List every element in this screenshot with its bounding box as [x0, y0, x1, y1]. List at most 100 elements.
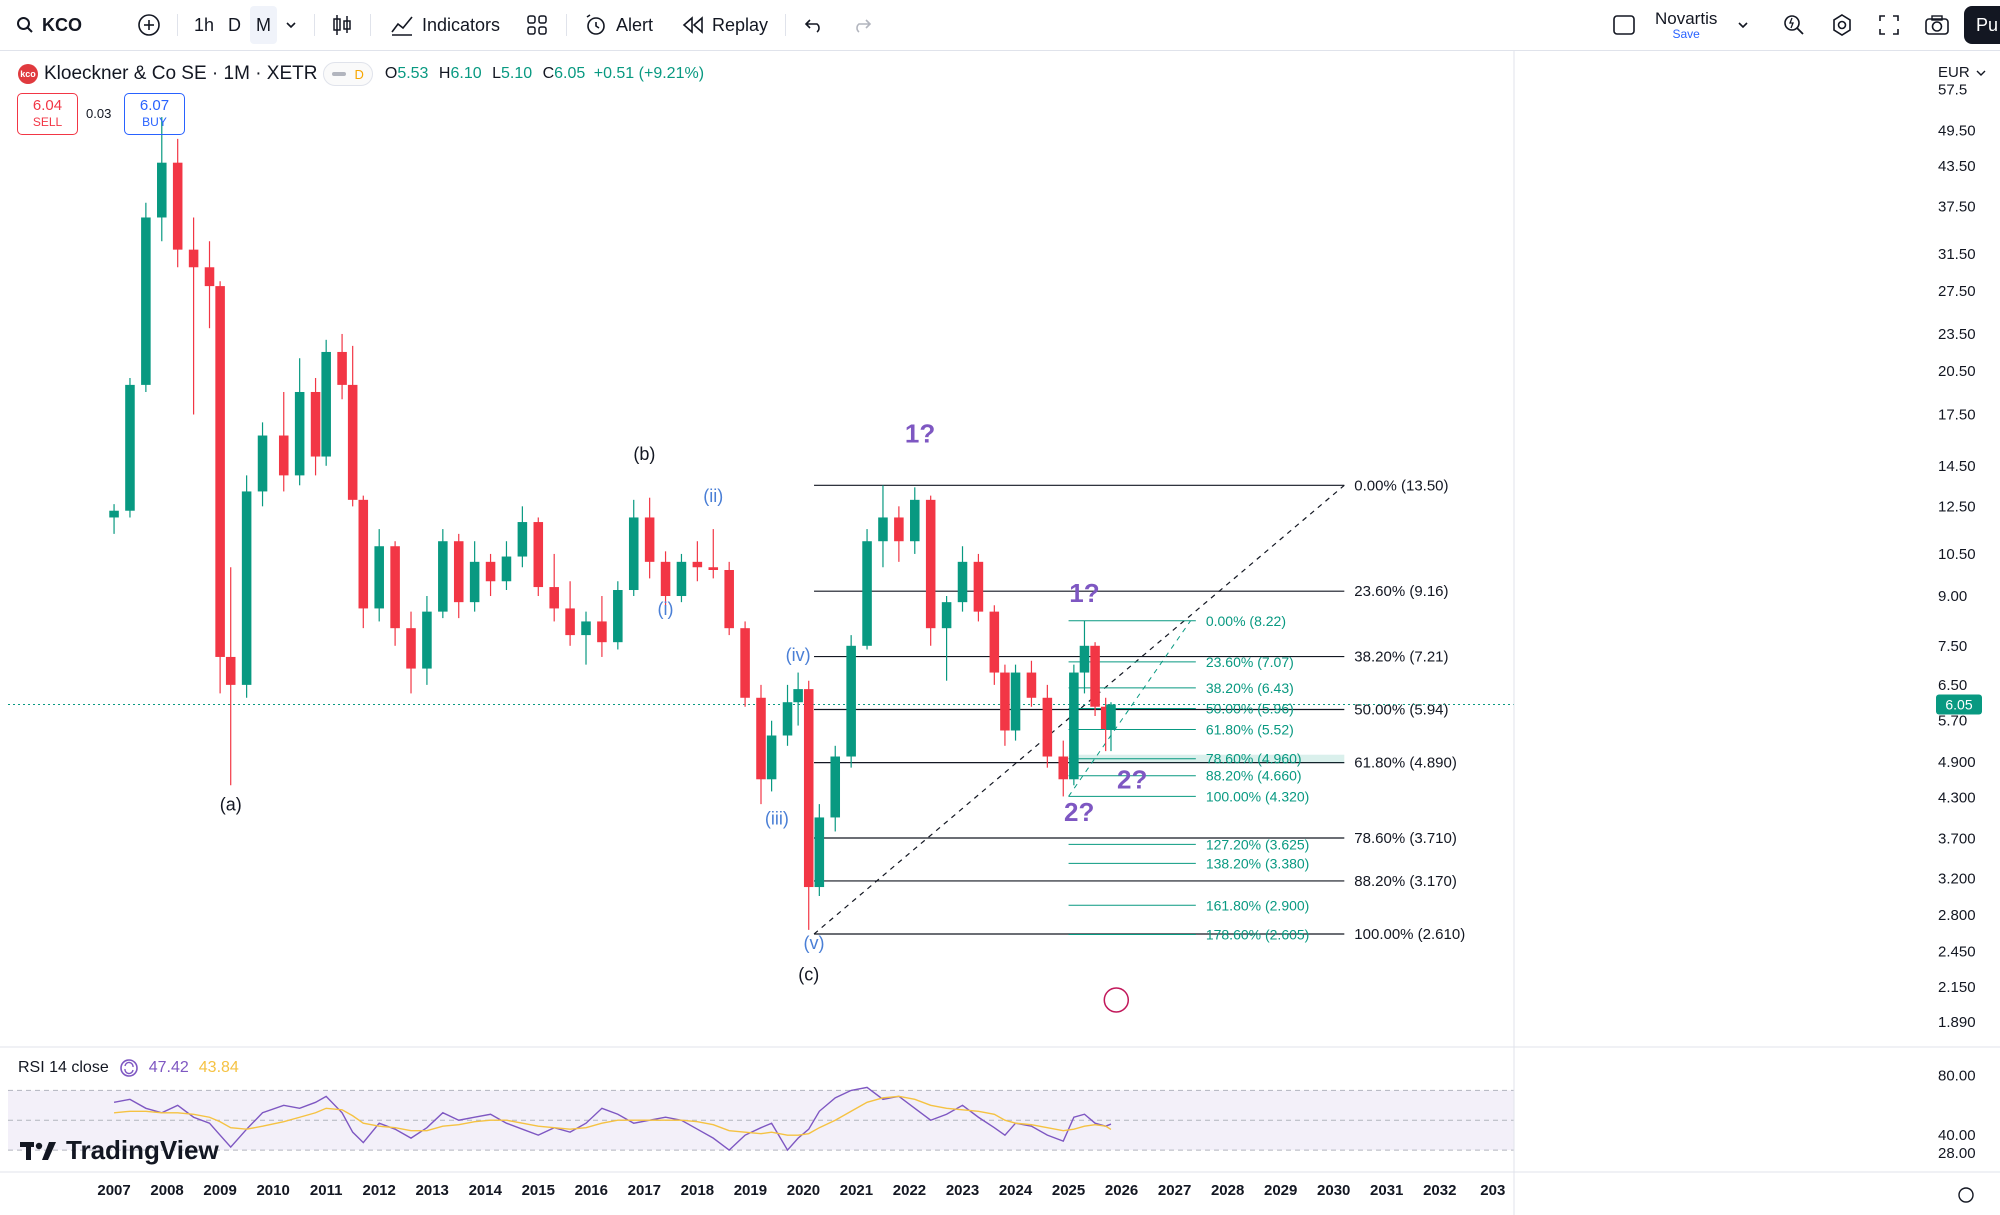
candle-body	[644, 517, 655, 562]
time-tick-label: 2021	[840, 1182, 873, 1199]
sell-button[interactable]: 6.04 SELL	[17, 93, 78, 135]
interval-m[interactable]: M	[250, 6, 277, 44]
snapshot-button[interactable]	[1924, 0, 1950, 50]
divider	[370, 14, 371, 36]
fib-right-label: 0.00% (8.22)	[1206, 613, 1286, 629]
rsi-label[interactable]: RSI 14 close	[18, 1059, 109, 1076]
sell-price: 6.04	[32, 97, 63, 114]
price-tick-label: 2.150	[1938, 979, 1976, 996]
tradingview-logo[interactable]: TradingView	[20, 1135, 219, 1166]
divider	[785, 14, 786, 36]
candle-body	[830, 756, 841, 818]
candlestick-series	[8, 117, 1514, 930]
chart-type-button[interactable]	[331, 0, 353, 50]
wave-labels: (a) (b) (c) (i) (ii) (iii) (iv) (v) 1? 1? 2? 2?	[220, 418, 1147, 1013]
candle-body	[846, 645, 856, 757]
redo-button[interactable]	[852, 0, 872, 50]
candle-body	[793, 689, 803, 703]
symbol-title[interactable]: Kloeckner & Co SE · 1M · XETR	[44, 63, 318, 84]
fib-right-label: 50.00% (5.96)	[1206, 701, 1294, 717]
currency-label: EUR	[1938, 64, 1970, 81]
buy-button[interactable]: 6.07 BUY	[124, 93, 185, 135]
candle-body	[294, 391, 305, 476]
divider	[566, 14, 567, 36]
fullscreen-icon	[1879, 15, 1899, 35]
settings-gear-icon	[1958, 1187, 1974, 1203]
fib-right-label: 78.60% (4.960)	[1206, 751, 1302, 767]
refresh-icon[interactable]	[119, 1058, 139, 1078]
time-tick-label: 2008	[150, 1182, 183, 1199]
price-tick-label: 7.50	[1938, 638, 1967, 655]
fib-left-label: 88.20% (3.170)	[1354, 873, 1457, 890]
open-label: O	[384, 65, 398, 82]
candle-body	[973, 561, 984, 612]
axes: 57.5 49.50 43.50 37.50 31.50 27.50 23.50 20.50 1…	[0, 50, 2000, 1215]
last-price-badge	[1936, 694, 1982, 715]
tv-mark-icon	[20, 1141, 56, 1160]
price-tick-label: 9.00	[1938, 588, 1967, 605]
interval-label: M	[256, 14, 271, 35]
chart-area[interactable]: 0.00% (13.50)23.60% (9.16)38.20% (7.21)5…	[0, 50, 2000, 1215]
fib-left-label: 0.00% (13.50)	[1354, 477, 1448, 494]
layout-save-label: Save	[1672, 27, 1700, 41]
indicators-button[interactable]: Indicators	[390, 0, 500, 50]
time-tick-label: 2025	[1052, 1182, 1085, 1199]
chevron-down-icon	[1976, 70, 1986, 76]
candle-body	[862, 541, 872, 646]
candle-body	[803, 689, 814, 888]
candle-body	[310, 391, 321, 457]
layout-dropdown[interactable]	[1737, 0, 1749, 50]
undo-button[interactable]	[804, 0, 824, 50]
candle-body	[878, 517, 888, 542]
currency-selector[interactable]: EUR	[1938, 64, 1986, 81]
candle-body	[241, 491, 252, 685]
candle-body	[756, 697, 766, 780]
fib-right-label: 23.60% (7.07)	[1206, 654, 1294, 670]
candle-body	[406, 628, 416, 669]
replay-button[interactable]: Replay	[682, 0, 768, 50]
wave-label: 2?	[1064, 797, 1094, 827]
candle-body	[109, 510, 119, 518]
fib-right-label: 88.20% (4.660)	[1206, 768, 1302, 784]
candle-body	[740, 628, 750, 698]
candle-body	[1090, 645, 1100, 707]
time-tick-label: 2026	[1105, 1182, 1138, 1199]
alert-button[interactable]: Alert	[584, 0, 653, 50]
candle-body	[766, 735, 777, 780]
fullscreen-button[interactable]	[1878, 0, 1900, 50]
time-tick-label: 2017	[628, 1182, 661, 1199]
candle-body	[1079, 645, 1090, 673]
interval-dropdown[interactable]	[285, 0, 297, 50]
candle-body	[125, 384, 135, 511]
candle-body	[453, 541, 464, 603]
candle-body	[692, 561, 703, 568]
symbol-search[interactable]: KCO	[16, 0, 82, 50]
fib-right-label: 100.00% (4.320)	[1206, 788, 1310, 804]
candle-body	[374, 546, 384, 609]
publish-button[interactable]: Pu	[1964, 6, 2000, 44]
layout-checkbox[interactable]	[1612, 0, 1636, 50]
candle-body	[1000, 672, 1010, 731]
fib-right-label: 161.80% (2.900)	[1206, 897, 1310, 913]
interval-label: D	[228, 14, 241, 35]
interval-d[interactable]: D	[228, 0, 241, 50]
price-tick-label: 57.5	[1938, 82, 1967, 99]
fib-left-label: 78.60% (3.710)	[1354, 830, 1457, 847]
price-tick-label: 5.70	[1938, 713, 1967, 730]
layout-save-button[interactable]: Novartis Save	[1655, 0, 1717, 50]
ohlc-values: O5.53 H6.10 L5.10 C6.05 +0.51 (+9.21%)	[379, 65, 704, 83]
settings-button[interactable]	[1830, 0, 1854, 50]
quick-search-button[interactable]	[1782, 0, 1806, 50]
time-tick-label: 2022	[893, 1182, 926, 1199]
add-circle-icon	[138, 14, 160, 36]
candle-body	[676, 561, 687, 597]
session-pill[interactable]: D	[323, 62, 373, 86]
price-tick-label: 17.50	[1938, 406, 1976, 423]
templates-button[interactable]	[526, 0, 548, 50]
rsi-ma-value: 43.84	[198, 1059, 239, 1076]
candle-body	[278, 435, 289, 476]
wave-label: (a)	[220, 795, 242, 815]
price-tick-label: 12.50	[1938, 498, 1976, 515]
compare-button[interactable]	[137, 0, 161, 50]
interval-1h[interactable]: 1h	[194, 0, 214, 50]
